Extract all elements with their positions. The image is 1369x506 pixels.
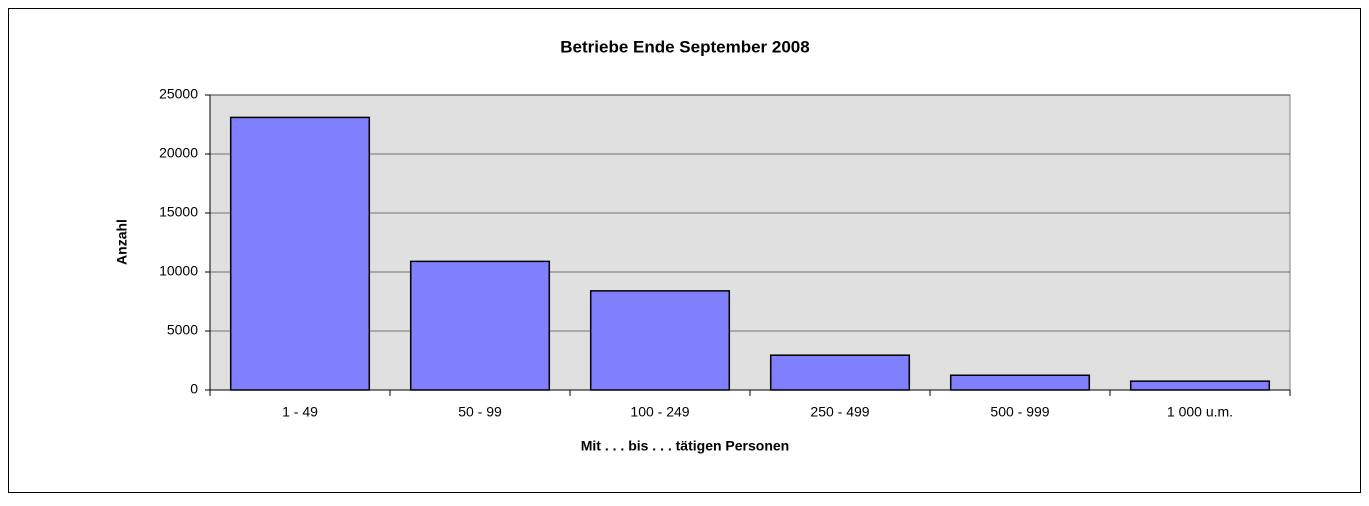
y-tick-label: 20000 [159,145,198,161]
bar [1129,380,1271,391]
x-tick-label: 500 - 999 [990,404,1049,420]
bar [229,116,371,391]
x-tick-label: 1 - 49 [282,404,318,420]
y-tick-label: 25000 [159,86,198,102]
x-tick-label: 100 - 249 [630,404,689,420]
x-axis-label: Mit . . . bis . . . tätigen Personen [581,438,789,454]
x-tick-label: 250 - 499 [810,404,869,420]
bar [949,374,1091,391]
bar [409,260,551,391]
y-tick-label: 0 [190,381,198,397]
plot-area [209,94,1291,391]
y-axis-label: Anzahl [114,219,130,265]
bar [769,354,911,391]
y-tick-label: 15000 [159,204,198,220]
y-tick-label: 5000 [167,322,198,338]
y-tick-label: 10000 [159,263,198,279]
x-tick-label: 50 - 99 [458,404,502,420]
bar [589,290,731,391]
x-tick-label: 1 000 u.m. [1167,404,1233,420]
chart-title: Betriebe Ende September 2008 [560,37,809,56]
